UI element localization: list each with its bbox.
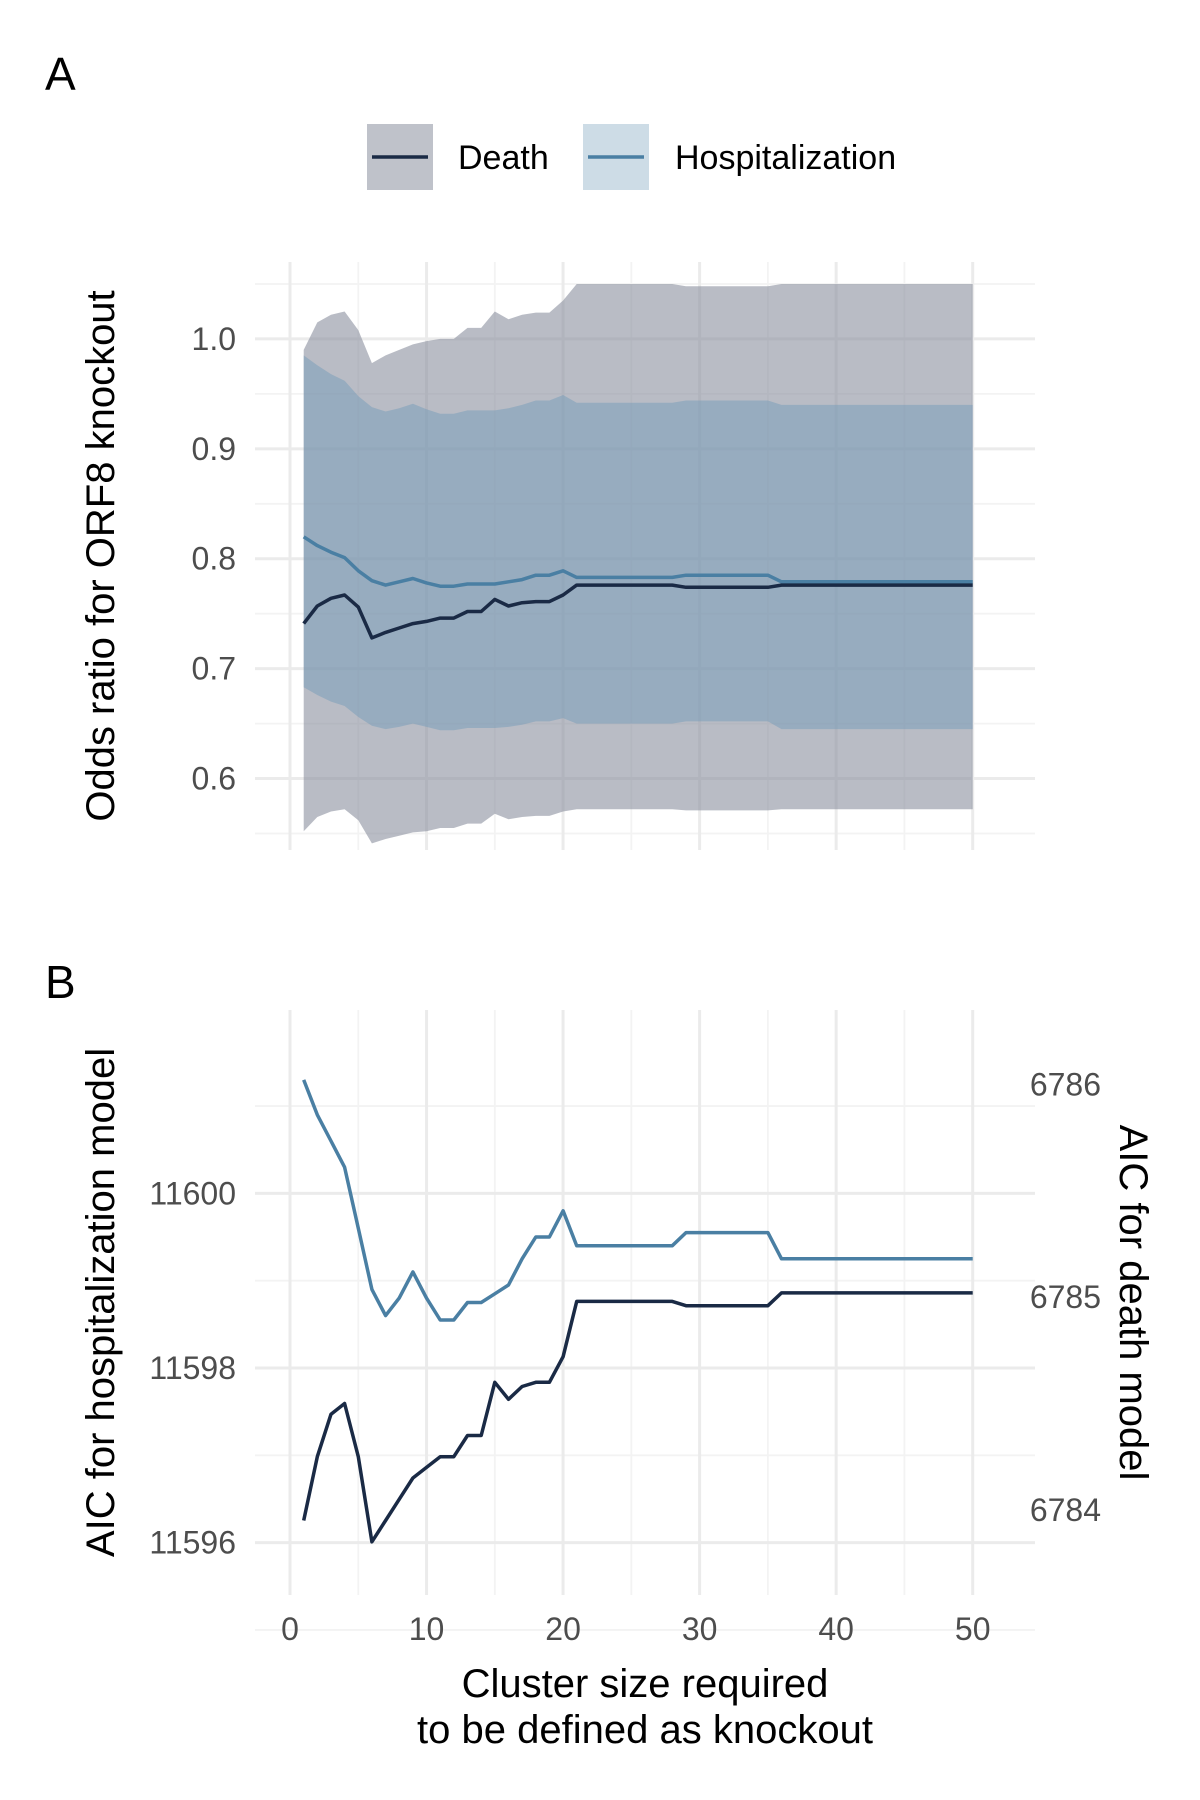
legend-label-hospitalization: Hospitalization [675,139,896,177]
panel-a-ribbons [303,284,973,844]
y-tick-label: 0.6 [192,761,236,797]
x-tick-label: 50 [955,1611,991,1647]
y-tick-label-right: 6785 [1030,1279,1101,1315]
panel-a-y-axis-title: Odds ratio for ORF8 knockout [79,290,123,821]
y-tick-label: 1.0 [192,321,236,357]
ci-ribbon-hospitalization [303,355,973,731]
panel-b-right-y-ticks: 6784 6785 6786 [1030,1066,1101,1527]
y-tick-label: 0.7 [192,651,236,687]
panel-a-lines [302,535,973,640]
legend-label-death: Death [458,139,549,177]
panel-a-label: A [45,48,76,100]
x-tick-label: 30 [682,1611,718,1647]
y-tick-label-left: 11598 [149,1350,236,1386]
panel-b-x-axis-title: Cluster size required to be defined as kn… [417,1662,873,1752]
ci-ribbon-death [303,284,973,844]
legend: Death Hospitalization [367,124,896,190]
panel-b-left-y-ticks: 11596 11598 11600 [149,1175,236,1560]
legend-item-death: Death [367,124,549,190]
panel-b-plot: 11596 11598 11600 6784 6785 6786 0 10 20 30 40 50… [79,1010,1155,1752]
panel-b-grid [255,1010,1035,1631]
line-hospitalization [302,1079,973,1322]
x-axis-title-line: to be defined as knockout [417,1708,873,1752]
y-tick-label-left: 11596 [149,1525,236,1561]
panel-b-left-y-axis-title: AIC for hospitalization model [79,1048,123,1557]
panel-b-right-y-axis-title: AIC for death model [1111,1125,1155,1481]
panel-a-y-ticks: 0.6 0.7 0.8 0.9 1.0 [192,321,236,797]
line-death [301,1291,973,1544]
panel-b-x-ticks: 0 10 20 30 40 50 [281,1611,990,1647]
x-tick-label: 20 [545,1611,581,1647]
y-tick-label: 0.8 [192,541,236,577]
y-tick-label-left: 11600 [149,1175,236,1211]
y-tick-label-right: 6786 [1030,1066,1101,1102]
line-hospitalization [302,535,973,588]
line-death [302,583,973,640]
x-tick-label: 40 [818,1611,854,1647]
panel-b-lines [301,1079,973,1544]
legend-item-hospitalization: Hospitalization [583,124,896,190]
panel-a-plot: 0.6 0.7 0.8 0.9 1.0 Odds ratio for ORF8 knoc… [79,262,1035,850]
panel-b-label: B [45,956,76,1008]
y-tick-label: 0.9 [192,431,236,467]
x-tick-label: 0 [281,1611,299,1647]
x-axis-title-line: Cluster size required [462,1662,829,1706]
y-tick-label-right: 6784 [1030,1492,1101,1528]
x-tick-label: 10 [409,1611,445,1647]
